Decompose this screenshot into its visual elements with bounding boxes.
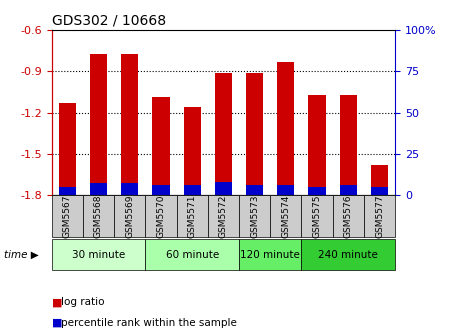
Text: 240 minute: 240 minute xyxy=(318,250,378,259)
Bar xyxy=(239,195,270,237)
Bar xyxy=(184,185,201,195)
Bar xyxy=(246,73,263,195)
Text: percentile rank within the sample: percentile rank within the sample xyxy=(61,318,237,328)
Bar xyxy=(215,182,232,195)
Text: 60 minute: 60 minute xyxy=(166,250,219,259)
Bar xyxy=(301,195,333,237)
Bar xyxy=(371,165,388,195)
Text: GSM5576: GSM5576 xyxy=(344,194,353,238)
Bar xyxy=(145,195,176,237)
Bar xyxy=(277,185,295,195)
Text: time ▶: time ▶ xyxy=(4,250,39,259)
Text: log ratio: log ratio xyxy=(61,297,104,307)
Text: GSM5571: GSM5571 xyxy=(188,194,197,238)
Bar xyxy=(90,183,107,195)
Bar xyxy=(52,195,83,237)
Text: GSM5572: GSM5572 xyxy=(219,194,228,238)
Bar xyxy=(340,95,357,195)
Text: GSM5573: GSM5573 xyxy=(250,194,259,238)
Bar xyxy=(270,195,301,237)
Bar xyxy=(83,195,114,237)
Text: GSM5574: GSM5574 xyxy=(282,194,291,238)
Bar xyxy=(364,195,395,237)
Bar xyxy=(59,187,76,195)
Bar xyxy=(152,97,170,195)
Bar xyxy=(340,185,357,195)
Bar xyxy=(215,73,232,195)
Text: GSM5575: GSM5575 xyxy=(313,194,321,238)
Bar xyxy=(114,195,145,237)
Text: GSM5570: GSM5570 xyxy=(156,194,165,238)
Bar xyxy=(308,95,326,195)
Bar xyxy=(184,107,201,195)
Text: 120 minute: 120 minute xyxy=(240,250,300,259)
Bar xyxy=(152,185,170,195)
Text: GSM5569: GSM5569 xyxy=(125,194,134,238)
Bar xyxy=(371,187,388,195)
Bar xyxy=(176,195,208,237)
Text: GDS302 / 10668: GDS302 / 10668 xyxy=(52,14,166,28)
Bar xyxy=(246,185,263,195)
Bar xyxy=(121,53,138,195)
Bar xyxy=(277,62,295,195)
Bar xyxy=(90,53,107,195)
Bar xyxy=(239,239,301,270)
Bar xyxy=(208,195,239,237)
Text: GSM5567: GSM5567 xyxy=(63,194,72,238)
Text: GSM5577: GSM5577 xyxy=(375,194,384,238)
Bar xyxy=(333,195,364,237)
Text: ■: ■ xyxy=(52,318,62,328)
Bar xyxy=(301,239,395,270)
Text: 30 minute: 30 minute xyxy=(72,250,125,259)
Bar xyxy=(145,239,239,270)
Bar xyxy=(121,183,138,195)
Bar xyxy=(308,187,326,195)
Bar xyxy=(52,239,145,270)
Text: ■: ■ xyxy=(52,297,62,307)
Bar xyxy=(59,103,76,195)
Text: GSM5568: GSM5568 xyxy=(94,194,103,238)
